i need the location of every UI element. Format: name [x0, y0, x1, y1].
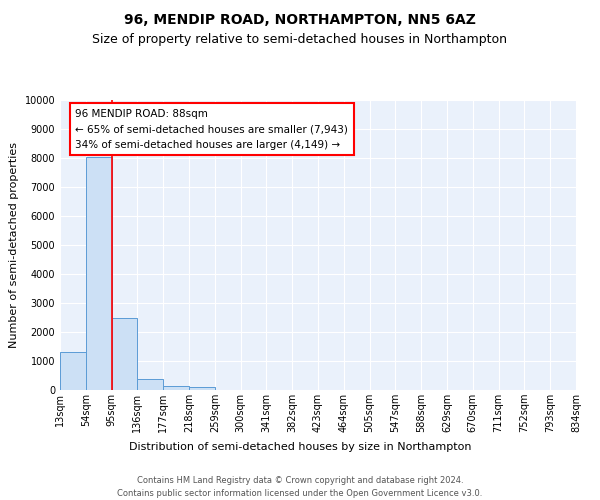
Bar	[86, 156, 112, 390]
Bar	[60, 352, 86, 390]
Text: Size of property relative to semi-detached houses in Northampton: Size of property relative to semi-detach…	[92, 32, 508, 46]
Y-axis label: Number of semi-detached properties: Number of semi-detached properties	[9, 142, 19, 348]
Text: Contains HM Land Registry data © Crown copyright and database right 2024.
Contai: Contains HM Land Registry data © Crown c…	[118, 476, 482, 498]
Bar	[137, 379, 163, 390]
Bar	[189, 387, 215, 390]
Bar	[163, 386, 189, 390]
Bar	[112, 318, 137, 390]
Text: 96 MENDIP ROAD: 88sqm
← 65% of semi-detached houses are smaller (7,943)
34% of s: 96 MENDIP ROAD: 88sqm ← 65% of semi-deta…	[76, 108, 349, 150]
Text: Distribution of semi-detached houses by size in Northampton: Distribution of semi-detached houses by …	[129, 442, 471, 452]
Text: 96, MENDIP ROAD, NORTHAMPTON, NN5 6AZ: 96, MENDIP ROAD, NORTHAMPTON, NN5 6AZ	[124, 12, 476, 26]
